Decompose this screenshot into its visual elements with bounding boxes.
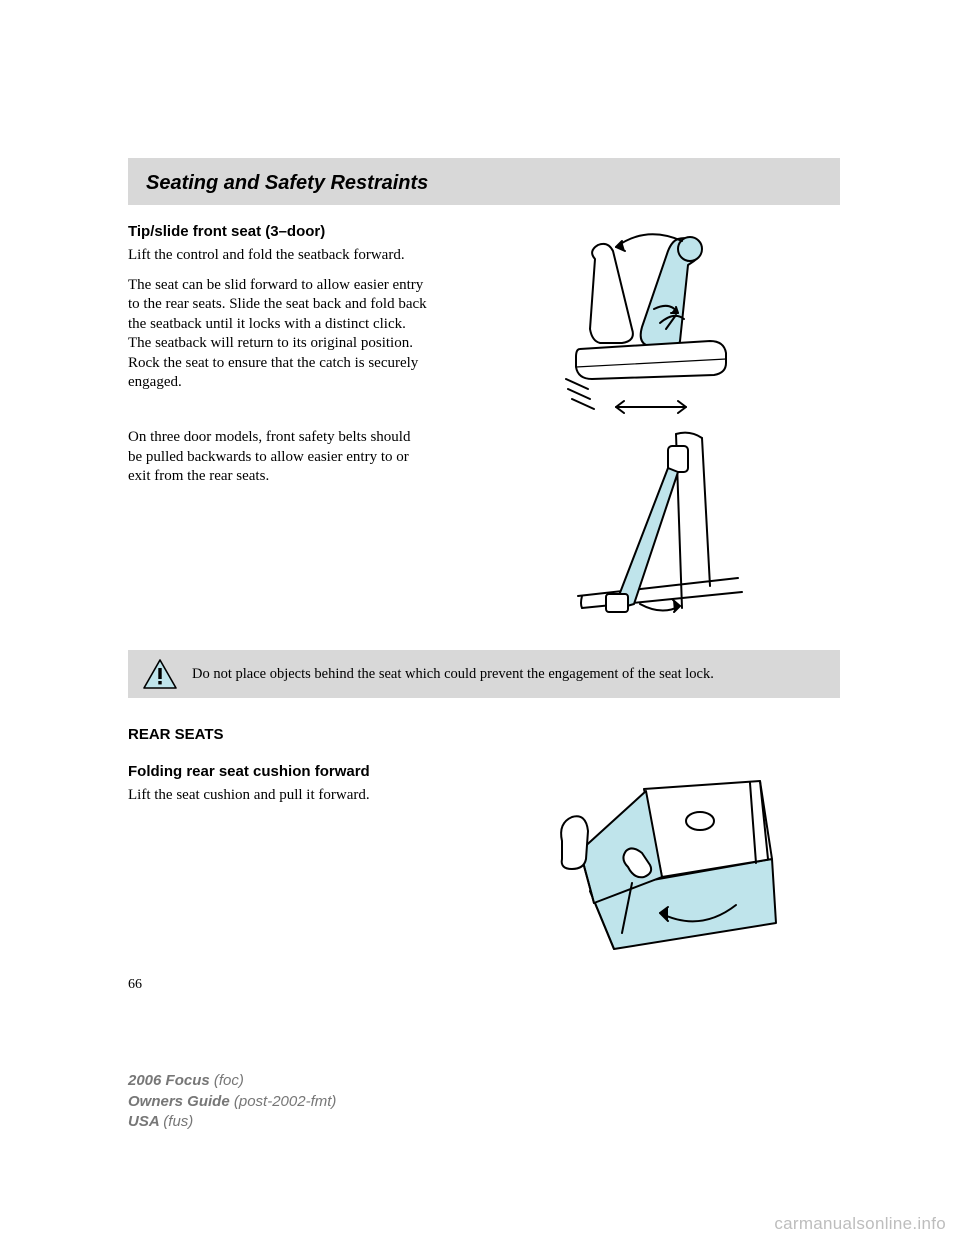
section-belt-pull: On three door models, front safety belts… (128, 428, 840, 628)
footer-metadata: 2006 Focus (foc) Owners Guide (post-2002… (128, 1071, 336, 1132)
footer-guide: Owners Guide (128, 1093, 234, 1110)
chapter-heading: Seating and Safety Restraints (128, 158, 840, 205)
paragraph: The seat can be slid forward to allow ea… (128, 276, 428, 393)
footer-region: USA (128, 1113, 163, 1130)
warning-icon (142, 658, 178, 690)
footer-model-code: (foc) (214, 1072, 244, 1089)
section-tip-slide: Tip/slide front seat (3–door) Lift the c… (128, 223, 840, 428)
warning-text: Do not place objects behind the seat whi… (192, 665, 714, 684)
section-rear-fold: Folding rear seat cushion forward Lift t… (128, 763, 840, 953)
seatbelt-pull-illustration (570, 428, 750, 618)
footer-guide-code: (post-2002-fmt) (234, 1093, 337, 1110)
watermark-text: carmanualsonline.info (774, 1214, 946, 1234)
page-content: Seating and Safety Restraints Tip/slide … (128, 158, 840, 993)
footer-model: 2006 Focus (128, 1072, 214, 1089)
rear-seat-fold-illustration (550, 773, 780, 953)
footer-region-code: (fus) (163, 1113, 193, 1130)
heading-rear-seats: REAR SEATS (128, 726, 840, 743)
paragraph: Lift the seat cushion and pull it forwar… (128, 786, 428, 806)
paragraph: On three door models, front safety belts… (128, 428, 428, 487)
page-number: 66 (128, 977, 840, 993)
seat-fold-illustration (550, 231, 770, 421)
paragraph: Lift the control and fold the seatback f… (128, 246, 428, 266)
warning-callout: Do not place objects behind the seat whi… (128, 650, 840, 698)
